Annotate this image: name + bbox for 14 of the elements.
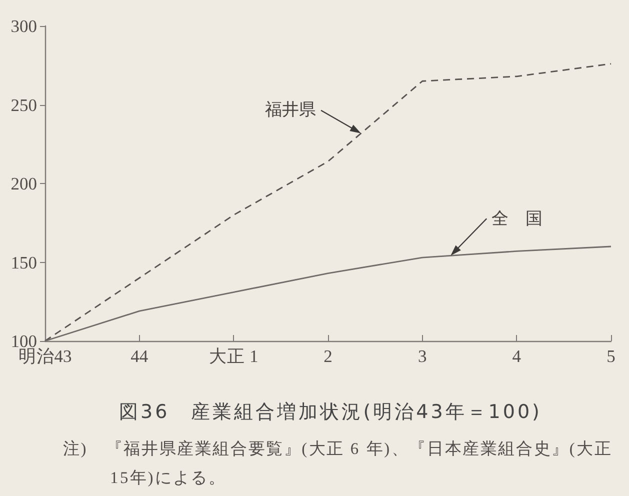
x-tick-label: 44 (130, 346, 148, 366)
y-tick-label: 200 (10, 174, 38, 194)
x-tick-label: 4 (512, 346, 522, 366)
y-tick-label: 300 (10, 16, 38, 36)
x-tick-label: 大正 1 (209, 346, 258, 366)
series-label: 全 国 (492, 208, 543, 229)
y-tick-label: 150 (10, 252, 38, 272)
y-tick-label: 250 (10, 94, 38, 115)
x-tick-label: 2 (324, 346, 332, 366)
x-tick-label: 5 (606, 346, 616, 366)
x-tick-label: 3 (418, 346, 427, 366)
text: 図36 産業組合増加状況(明治43年＝100) (118, 400, 543, 425)
text: 注) 『福井県産業組合要覧』(大正 6 年)、『日本産業組合史』(大正15年)による。 (63, 438, 614, 489)
text: 福井県 (265, 100, 316, 120)
